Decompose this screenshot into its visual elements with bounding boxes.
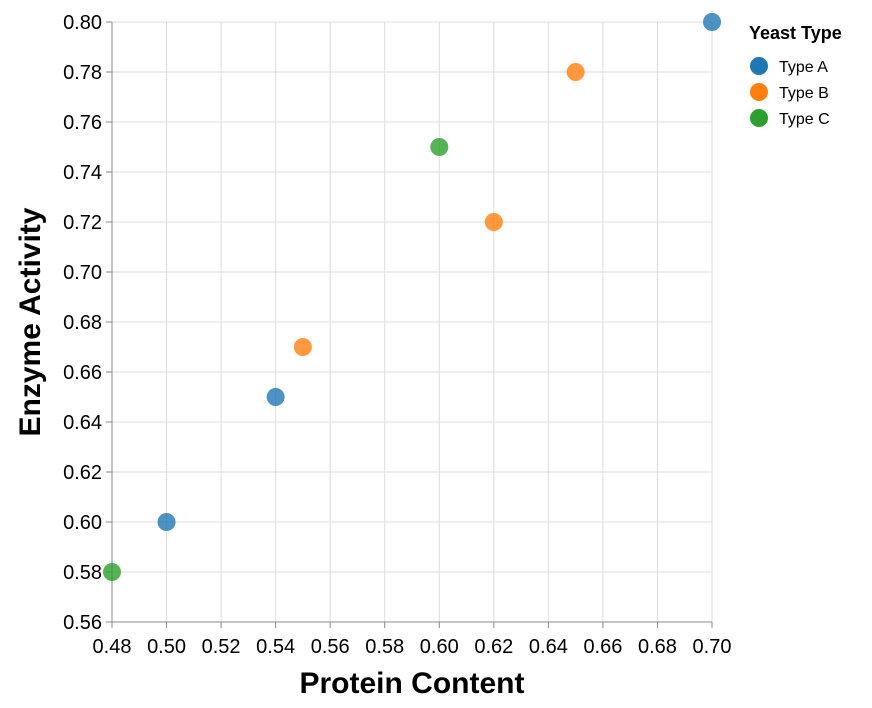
point-type-a <box>157 513 176 531</box>
x-tick-label: 0.48 <box>93 636 132 658</box>
x-axis-title: Protein Content <box>300 667 525 700</box>
y-tick-label: 0.56 <box>63 612 102 634</box>
x-tick-label: 0.62 <box>474 636 513 658</box>
y-axis-title: Enzyme Activity <box>14 207 47 436</box>
legend-label: Type C <box>779 111 830 128</box>
legend-title: Yeast Type <box>749 23 842 43</box>
y-tick-label: 0.66 <box>63 362 102 384</box>
point-type-a <box>266 388 285 406</box>
point-type-b <box>293 338 312 356</box>
y-tick-label: 0.62 <box>63 462 102 484</box>
y-tick-label: 0.72 <box>63 212 102 234</box>
x-tick-label: 0.70 <box>693 636 732 658</box>
x-tick-label: 0.52 <box>202 636 241 658</box>
y-tick-label: 0.70 <box>63 262 102 284</box>
x-tick-label: 0.50 <box>147 636 186 658</box>
y-tick-label: 0.64 <box>63 412 102 434</box>
legend-swatch <box>750 83 768 101</box>
y-tick-label: 0.60 <box>63 512 102 534</box>
x-tick-label: 0.56 <box>311 636 350 658</box>
data-points <box>103 13 721 581</box>
x-tick-label: 0.66 <box>583 636 622 658</box>
gridlines <box>111 21 713 623</box>
y-tick-label: 0.78 <box>63 62 102 84</box>
legend-swatch <box>750 109 768 127</box>
legend-label: Type A <box>779 59 828 76</box>
legend-swatch <box>750 57 768 75</box>
x-tick-label: 0.64 <box>529 636 568 658</box>
y-tick-label: 0.80 <box>63 12 102 34</box>
y-tick-label: 0.74 <box>63 162 102 184</box>
legend-label: Type B <box>779 85 829 102</box>
point-type-a <box>703 13 721 31</box>
y-tick-label: 0.76 <box>63 112 102 134</box>
y-tick-label: 0.68 <box>63 312 102 334</box>
point-type-b <box>566 63 585 81</box>
point-type-c <box>430 138 449 156</box>
legend: Yeast Type Type A Type B Type C <box>749 23 842 128</box>
point-type-c <box>103 563 121 581</box>
point-type-b <box>484 213 503 231</box>
x-axis-ticks: 0.48 0.50 0.52 0.54 0.56 0.58 0.60 0.62 0.64 0.66… <box>93 622 732 658</box>
x-tick-label: 0.68 <box>638 636 677 658</box>
x-tick-label: 0.58 <box>365 636 404 658</box>
x-tick-label: 0.60 <box>420 636 459 658</box>
y-axis-ticks: 0.56 0.58 0.60 0.62 0.64 0.66 0.68 0.70 0.72 0.74… <box>63 12 112 634</box>
y-tick-label: 0.58 <box>63 562 102 584</box>
x-tick-label: 0.54 <box>256 636 295 658</box>
